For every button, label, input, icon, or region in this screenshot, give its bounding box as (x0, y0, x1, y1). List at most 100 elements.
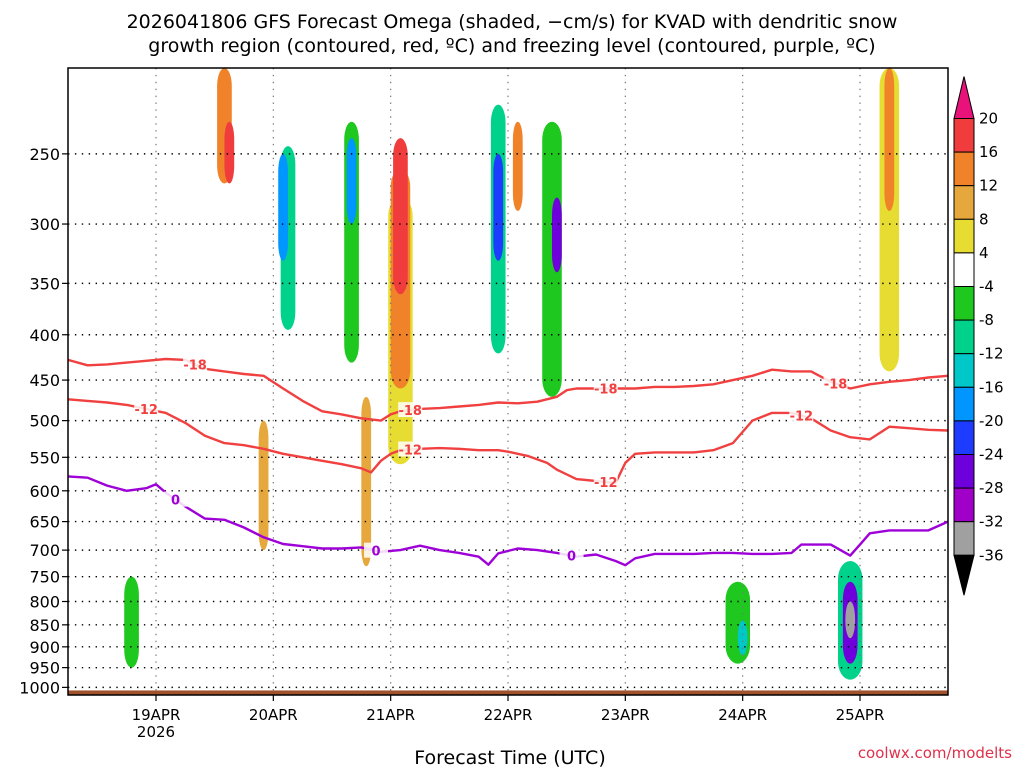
contour-minus18-label: -18 (183, 358, 207, 373)
y-tick-label: 850 (29, 616, 60, 635)
colorbar-bin (953, 353, 975, 388)
x-tick-label: 23APR (601, 706, 650, 724)
contour-minus18-label: -18 (398, 404, 422, 419)
y-tick-label: 500 (29, 412, 60, 431)
colorbar-bin (953, 118, 975, 153)
chart-title-line-2: growth region (contoured, red, ºC) and f… (148, 35, 875, 57)
chart-title-line-1: 2026041806 GFS Forecast Omega (shaded, −… (127, 11, 898, 33)
omega-cell (884, 68, 895, 211)
omega-cell (258, 420, 269, 551)
colorbar-bin (953, 420, 975, 455)
colorbar-label: -36 (979, 546, 1004, 564)
contours: -18 -18 -18 -18 -12 -12 -12 -12 0 0 0 (67, 356, 949, 567)
colorbar-label: -16 (979, 378, 1004, 396)
y-tick-label: 400 (29, 326, 60, 345)
colorbar-label: -12 (979, 345, 1004, 363)
x-tick-label: 25APR (836, 706, 885, 724)
colorbar-bin (953, 151, 975, 187)
colorbar-label: 4 (979, 244, 989, 262)
y-tick-label: 300 (29, 215, 60, 234)
contour-freezing-label: 0 (371, 545, 380, 560)
omega-cell (737, 620, 748, 656)
contour-minus18-label-bg (398, 402, 423, 418)
omega-cell (552, 197, 562, 273)
colorbar-label: 20 (979, 110, 998, 128)
contour-minus18-label: -18 (594, 383, 618, 398)
colorbar-label: -24 (979, 446, 1004, 464)
colorbar-label: -28 (979, 479, 1004, 497)
contour-minus12-label: -12 (398, 444, 422, 459)
colorbar-label: 12 (979, 177, 998, 195)
contour-freezing-label: 0 (171, 494, 180, 509)
colorbar-bin (953, 521, 975, 556)
colorbar-bin (953, 386, 975, 422)
colorbar-label: -8 (979, 311, 994, 329)
contour-minus18-label-bg (183, 356, 208, 372)
y-tick-label: 800 (29, 593, 60, 612)
omega-cell (512, 121, 523, 211)
colorbar-bin (953, 252, 975, 287)
colorbar-top-arrow (953, 76, 975, 119)
contour-minus12-label-bg (789, 407, 814, 423)
omega-cell (361, 396, 372, 567)
colorbar: 20 16 12 8 4 -4 -8 -12 -16 -20 -24 -28 -32 -36 (953, 76, 1004, 596)
colorbar-label: 8 (979, 210, 989, 228)
contour-minus12-label: -12 (790, 410, 814, 425)
y-tick-label: 550 (29, 448, 60, 467)
x-axis-label: Forecast Time (UTC) (414, 747, 605, 768)
omega-cell (224, 121, 235, 184)
contour-minus18-line (67, 357, 949, 422)
contour-minus12-label-bg (134, 400, 159, 416)
colorbar-bin (953, 319, 975, 355)
y-tick-label: 650 (29, 513, 60, 532)
y-tick-label: 350 (29, 274, 60, 293)
y-tick-label: 950 (29, 659, 60, 678)
credit-text: coolwx.com/modelts (858, 744, 1012, 762)
contour-minus12-label: -12 (134, 403, 158, 418)
y-tick-label: 600 (29, 482, 60, 501)
omega-shading (124, 68, 900, 680)
x-tick-label: 24APR (718, 706, 767, 724)
y-tick-label: 450 (29, 371, 60, 390)
x-tick-label: 20APR (249, 706, 298, 724)
y-tick-label: 1000 (19, 678, 60, 697)
contour-freezing-label-bg (364, 542, 388, 558)
contour-freezing-label-bg (163, 491, 188, 507)
colorbar-bin (953, 218, 975, 254)
omega-cell (124, 576, 139, 668)
contour-minus12-line (67, 398, 949, 485)
colorbar-bottom-arrow (953, 554, 975, 596)
contour-minus18-label: -18 (824, 377, 848, 392)
omega-cell (346, 138, 357, 225)
x-tick-year: 2026 (137, 723, 175, 741)
y-tick-label: 700 (29, 541, 60, 560)
colorbar-label: 16 (979, 143, 998, 161)
omega-cell (725, 581, 750, 664)
colorbar-bin (953, 286, 975, 321)
omega-cell (278, 153, 288, 261)
contour-minus18-label-bg (593, 380, 618, 396)
colorbar-bin (953, 454, 975, 489)
y-tick-label: 900 (29, 638, 60, 657)
omega-cell (393, 138, 408, 295)
omega-cell (542, 121, 562, 397)
omega-cell (493, 153, 504, 261)
x-tick-label: 19APR (132, 706, 181, 724)
colorbar-label: -20 (979, 412, 1004, 430)
contour-minus18-label-bg (823, 375, 848, 391)
plot-grid (68, 68, 948, 695)
y-tick-label: 750 (29, 568, 60, 587)
contour-freezing-line (67, 475, 949, 567)
contour-freezing-label-bg (559, 547, 584, 563)
colorbar-label: -4 (979, 278, 994, 296)
x-tick-label: 21APR (366, 706, 415, 724)
contour-freezing-label: 0 (567, 550, 576, 565)
y-tick-label: 250 (29, 145, 60, 164)
colorbar-label: -32 (979, 513, 1004, 531)
contour-minus12-label: -12 (594, 476, 618, 491)
omega-cell (845, 601, 856, 639)
colorbar-bin (953, 185, 975, 220)
y-axis: 250 300 350 400 450 500 550 600 650 700 750 800 850 9… (19, 145, 68, 697)
